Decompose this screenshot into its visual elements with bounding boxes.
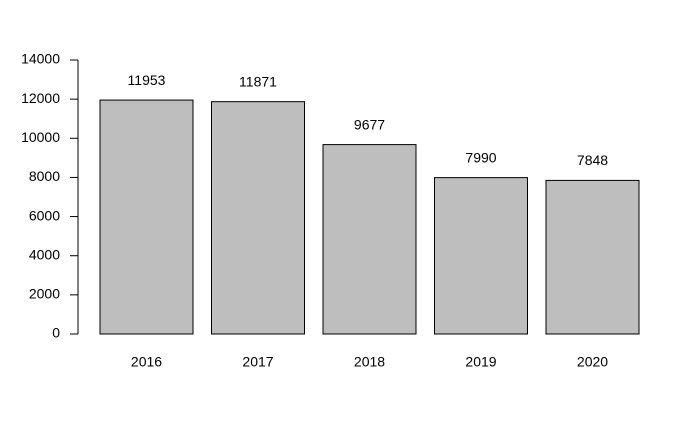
y-tick-label: 14000 bbox=[21, 51, 60, 67]
y-tick-label: 12000 bbox=[21, 90, 60, 106]
bar bbox=[545, 179, 640, 335]
data-label: 11871 bbox=[239, 73, 277, 89]
x-tick-label: 2017 bbox=[242, 354, 273, 370]
bar bbox=[322, 144, 417, 335]
data-label: 7990 bbox=[465, 149, 496, 165]
y-tick-label: 0 bbox=[52, 325, 60, 341]
x-tick-label: 2016 bbox=[131, 354, 162, 370]
y-tick-label: 4000 bbox=[29, 246, 60, 262]
data-label: 7848 bbox=[577, 152, 608, 168]
y-tick-label: 6000 bbox=[29, 207, 60, 223]
x-tick-label: 2018 bbox=[354, 354, 385, 370]
y-tick-label: 2000 bbox=[29, 286, 60, 302]
data-label: 9677 bbox=[354, 116, 385, 132]
x-tick-label: 2020 bbox=[577, 354, 608, 370]
x-tick-label: 2019 bbox=[465, 354, 496, 370]
data-label: 11953 bbox=[128, 72, 166, 88]
y-tick-label: 8000 bbox=[29, 168, 60, 184]
y-tick-label: 10000 bbox=[21, 129, 60, 145]
bar bbox=[99, 99, 194, 335]
bar bbox=[434, 177, 528, 335]
bar bbox=[211, 101, 305, 335]
